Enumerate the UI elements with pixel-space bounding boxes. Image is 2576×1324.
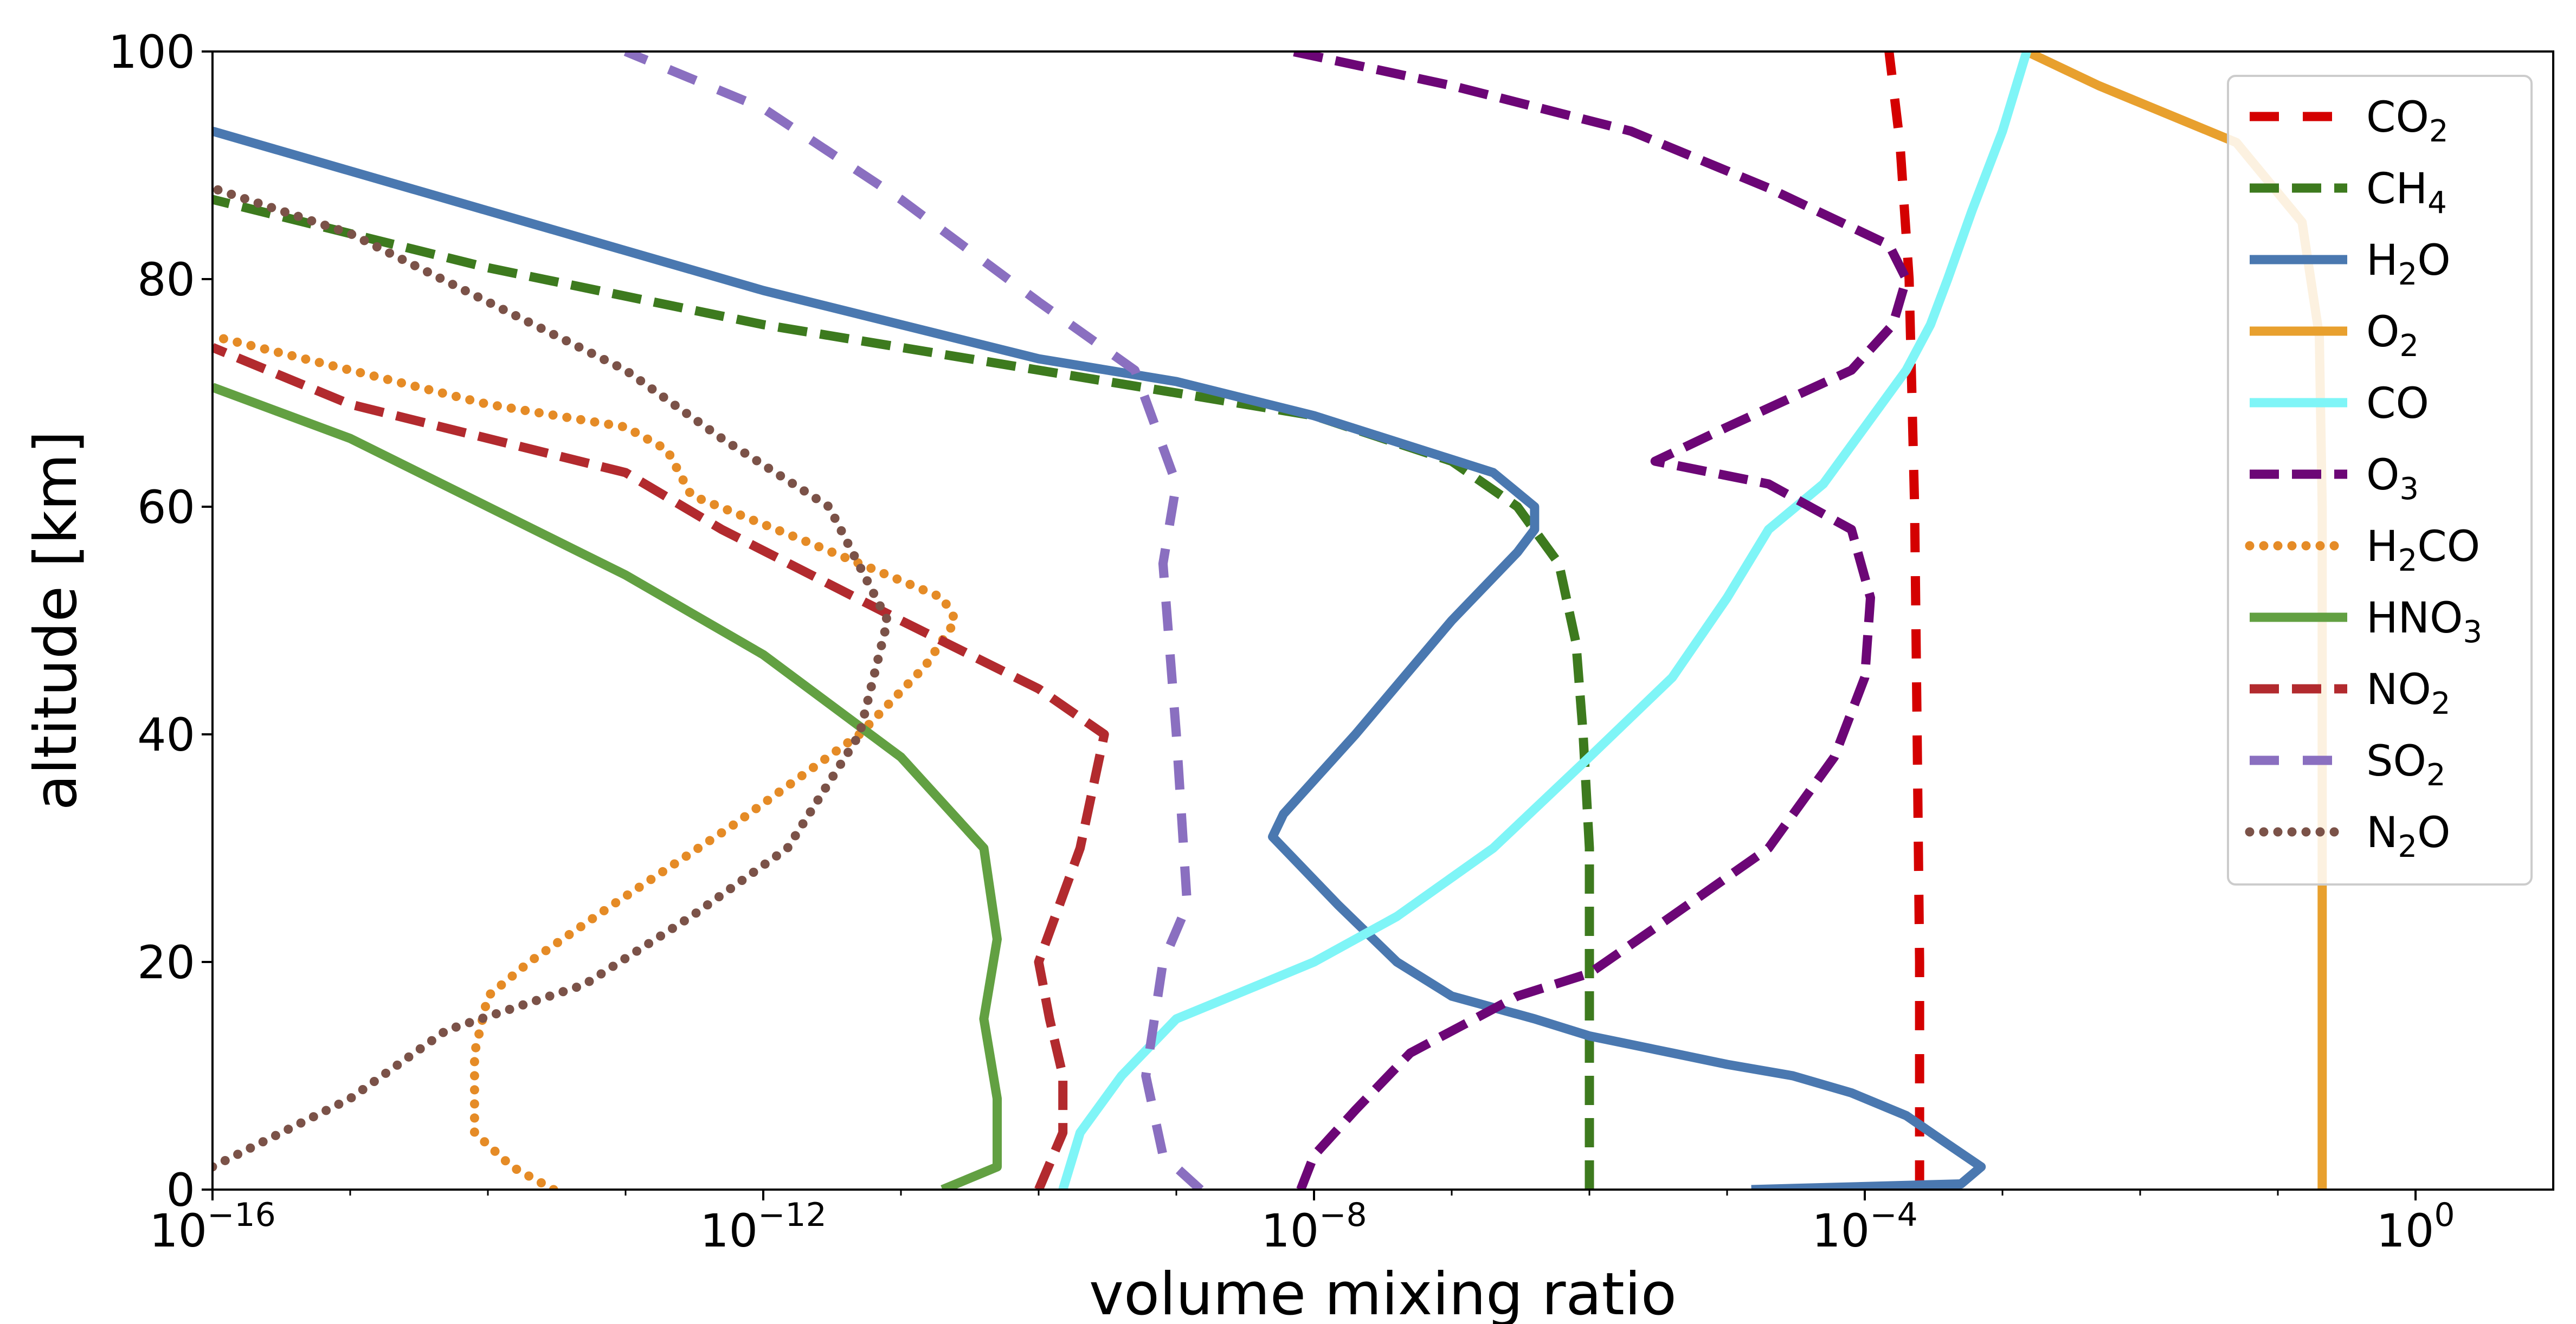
x-tick-label: 10−4 [1812, 1196, 1917, 1257]
legend-label-co: CO [2366, 379, 2429, 428]
y-axis: 0 20 40 60 80 100 [108, 25, 212, 1217]
x-tick-label: 10−16 [149, 1196, 276, 1257]
series-line-hno3 [212, 383, 1002, 1190]
plot-frame [211, 50, 2554, 1191]
legend-label-o3: O3 [2366, 451, 2419, 507]
legend-label-ch4: CH4 [2366, 165, 2447, 221]
series-line-h2o [212, 126, 1986, 1190]
y-tick-label: 60 [137, 481, 195, 534]
legend-label-hno3: HNO3 [2366, 594, 2482, 650]
y-tick-label: 100 [108, 25, 195, 79]
y-tick-label: 0 [166, 1164, 195, 1217]
y-tick-label: 40 [137, 708, 195, 761]
y-axis-label: altitude [km] [22, 431, 90, 811]
series-line-so2 [623, 51, 1204, 1190]
x-axis-label: volume mixing ratio [1089, 1261, 1677, 1324]
x-tick-label: 10−8 [1261, 1196, 1367, 1257]
legend-label-so2: SO2 [2366, 737, 2446, 793]
x-tick-label: 100 [2376, 1196, 2455, 1257]
x-tick-label: 10−12 [700, 1196, 827, 1257]
series-line-co [1058, 51, 2031, 1190]
series-line-o3 [1291, 51, 1911, 1190]
series-line-ch4 [212, 195, 1594, 1190]
x-axis: 10−16 10−12 10−8 10−4 100 [149, 1190, 2455, 1257]
legend-label-o2: O2 [2366, 308, 2419, 364]
series-layer [212, 51, 2327, 1190]
series-line-n2o [212, 183, 892, 1172]
legend-label-n2o: N2O [2366, 809, 2450, 864]
y-tick-label: 80 [137, 253, 195, 306]
legend-box [2227, 75, 2533, 886]
legend-label-co2: CO2 [2366, 93, 2449, 149]
legend-label-no2: NO2 [2366, 666, 2450, 721]
series-line-no2 [212, 343, 1109, 1190]
y-tick-label: 20 [137, 936, 195, 989]
series-line-co2 [1884, 51, 1924, 1190]
legend: CO2 CH4 H2O O2 CO O3 H2CO HNO3 NO2 SO2 N2O [2227, 75, 2533, 886]
legend-label-h2co: H2CO [2366, 522, 2480, 578]
legend-label-h2o: H2O [2366, 236, 2451, 292]
series-line-h2co [212, 331, 961, 1190]
